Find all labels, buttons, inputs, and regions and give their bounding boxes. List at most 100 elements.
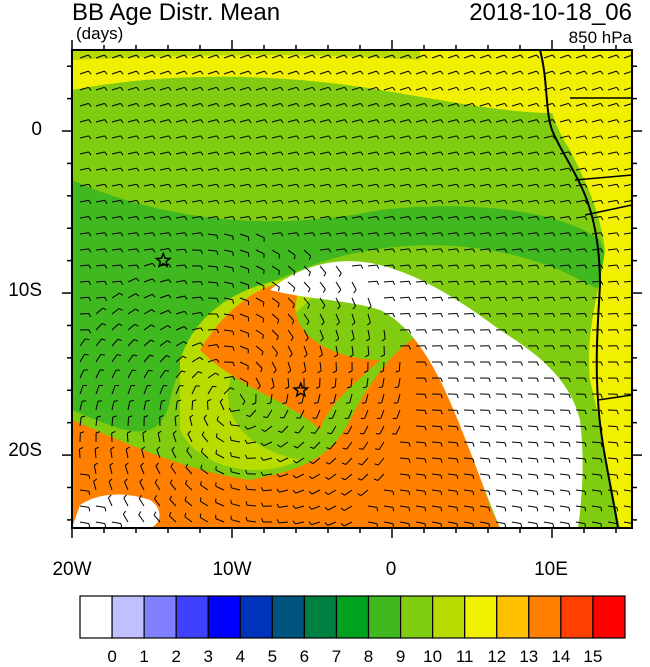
wind-barb xyxy=(447,119,457,123)
colorbar-label: 14 xyxy=(551,647,571,666)
wind-barb-flag xyxy=(616,345,619,350)
wind-barb xyxy=(95,167,105,171)
wind-barb xyxy=(207,249,217,252)
wind-barb xyxy=(575,151,585,155)
wind-barb-flag xyxy=(184,496,187,501)
wind-barb xyxy=(159,199,169,203)
wind-barb-flag xyxy=(424,232,428,237)
map-field xyxy=(72,50,632,528)
wind-barb-flag xyxy=(504,86,508,91)
wind-barb-flag xyxy=(336,321,340,326)
wind-barb-flag xyxy=(616,442,619,447)
wind-barb-flag xyxy=(568,297,572,302)
wind-barb-flag xyxy=(200,103,204,107)
wind-barb-flag xyxy=(328,200,332,205)
wind-barb xyxy=(264,425,273,432)
wind-barb xyxy=(319,329,324,339)
wind-barb xyxy=(239,265,249,270)
wind-barb-flag xyxy=(616,329,620,334)
wind-barb-flag xyxy=(392,167,396,172)
wind-barb-flag xyxy=(520,297,524,302)
wind-barb xyxy=(191,385,197,395)
wind-barb-flag xyxy=(536,361,539,366)
wind-barb-flag xyxy=(584,377,587,383)
wind-barb-flag xyxy=(145,399,150,402)
wind-barb-flag xyxy=(552,167,556,172)
colorbar-swatch xyxy=(592,595,626,639)
wind-barb xyxy=(143,216,153,219)
wind-barb-flag xyxy=(216,250,219,256)
wind-barb-flag xyxy=(440,297,444,302)
wind-barb xyxy=(559,313,570,315)
wind-barb xyxy=(495,119,505,123)
wind-barb-flag xyxy=(167,310,172,314)
wind-barb-flag xyxy=(198,371,203,374)
wind-barb-flag xyxy=(315,386,320,389)
wind-barb-flag xyxy=(338,273,342,277)
wind-barb-flag xyxy=(232,151,236,156)
wind-barb xyxy=(511,457,522,460)
wind-barb-flag xyxy=(568,103,572,107)
wind-barb xyxy=(559,70,569,75)
wind-barb-flag xyxy=(408,297,412,302)
wind-barb-flag xyxy=(440,426,443,431)
wind-barb xyxy=(543,473,553,476)
wind-barb-flag xyxy=(232,362,235,367)
wind-barb-flag xyxy=(504,216,508,221)
wind-barb-flag xyxy=(289,353,293,358)
wind-barb xyxy=(207,233,217,236)
wind-barb-flag xyxy=(424,264,428,269)
wind-barb-flag xyxy=(264,216,268,221)
colorbar-label: 15 xyxy=(583,647,603,666)
wind-barb-flag xyxy=(568,232,572,237)
wind-barb-flag xyxy=(600,119,604,124)
wind-barb xyxy=(335,345,339,355)
wind-barb xyxy=(511,167,521,171)
wind-barb-flag xyxy=(456,491,459,496)
wind-barb-flag xyxy=(424,297,428,302)
wind-barb-flag xyxy=(552,183,556,188)
wind-barb-flag xyxy=(120,523,123,528)
wind-barb-flag xyxy=(440,313,444,318)
wind-barb-flag xyxy=(260,471,264,476)
wind-barb xyxy=(279,473,289,478)
wind-barb-flag xyxy=(184,249,188,254)
wind-barb-flag xyxy=(456,200,460,205)
wind-barb xyxy=(360,489,369,496)
wind-barb xyxy=(607,135,617,139)
wind-barb xyxy=(575,441,586,444)
wind-barb-flag xyxy=(456,248,460,253)
wind-barb xyxy=(328,473,337,480)
wind-barb xyxy=(174,417,177,427)
wind-barb xyxy=(285,393,289,403)
wind-barb-flag xyxy=(136,264,140,269)
wind-barb-flag xyxy=(376,86,380,91)
star-marker xyxy=(154,251,172,268)
wind-barb xyxy=(79,54,89,59)
wind-barb xyxy=(479,248,489,251)
wind-barb-flag xyxy=(456,119,460,124)
wind-barb-flag xyxy=(520,442,523,447)
wind-barb-flag xyxy=(408,103,412,107)
wind-barb xyxy=(399,199,409,203)
wind-barb xyxy=(139,481,145,491)
wind-barb xyxy=(334,377,337,388)
wind-barb xyxy=(175,310,185,315)
wind-barb-flag xyxy=(357,493,362,497)
wind-barb-flag xyxy=(520,361,523,366)
wind-barb xyxy=(223,102,233,107)
wind-barb xyxy=(299,409,305,419)
wind-barb xyxy=(303,361,307,371)
wind-barb xyxy=(191,312,201,315)
wind-barb-flag xyxy=(81,415,86,418)
wind-barb-flag xyxy=(260,442,265,447)
wind-barb xyxy=(575,248,585,251)
wind-barb-flag xyxy=(88,103,92,107)
wind-barb xyxy=(319,345,323,355)
wind-barb xyxy=(447,457,458,460)
wind-barb xyxy=(287,329,294,338)
wind-barb-flag xyxy=(488,216,492,221)
wind-barb-flag xyxy=(536,200,540,205)
wind-barb-flag xyxy=(361,402,366,404)
wind-barb xyxy=(207,372,216,379)
